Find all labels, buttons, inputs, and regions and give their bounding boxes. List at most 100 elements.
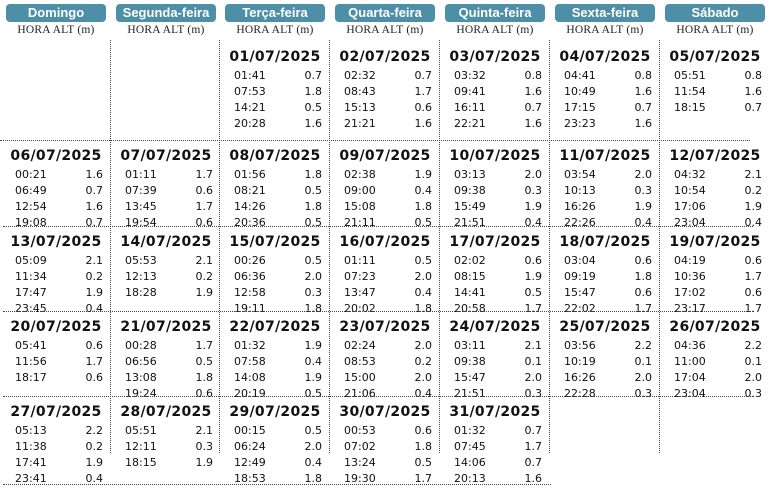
- day-cell: 11/07/2025 03:54 2.0 10:13 0.3 16:26 1.9 22:26 0…: [552, 140, 658, 229]
- tide-time: 12:54: [15, 200, 47, 213]
- tide-height: 1.8: [634, 270, 653, 283]
- tide-entry: 15:08 1.8: [336, 199, 434, 215]
- tide-entry: 16:11 0.7: [446, 100, 544, 116]
- tide-entry: 11:38 0.2: [7, 439, 105, 455]
- tide-entry: 20:13 1.6: [446, 471, 544, 487]
- tide-height: 1.6: [85, 200, 104, 213]
- weekday-column-header: Quinta-feira HORA ALT (m): [442, 0, 548, 36]
- tide-height: 0.3: [304, 286, 323, 299]
- tide-height: 0.5: [304, 184, 323, 197]
- tide-entry: 03:54 2.0: [556, 167, 654, 183]
- tide-entry: 10:13 0.3: [556, 183, 654, 199]
- tide-height: 0.2: [85, 440, 104, 453]
- tide-time: 07:23: [344, 270, 376, 283]
- tide-time: 21:51: [454, 216, 486, 229]
- tide-entry: 17:02 0.6: [666, 285, 764, 301]
- tide-entry: 14:26 1.8: [226, 199, 324, 215]
- tide-height: 0.7: [414, 69, 433, 82]
- tide-entry: 05:09 2.1: [7, 253, 105, 269]
- tide-time: 18:17: [15, 371, 47, 384]
- tide-time: 00:15: [234, 424, 266, 437]
- tide-height: 1.8: [304, 472, 323, 485]
- tide-time: 10:19: [564, 355, 596, 368]
- tide-time: 14:06: [454, 456, 486, 469]
- tide-time: 05:09: [15, 254, 47, 267]
- tide-time: 15:47: [564, 286, 596, 299]
- tide-entry: 03:13 2.0: [446, 167, 544, 183]
- column-sublabel: HORA ALT (m): [236, 24, 314, 36]
- tide-height: 0.6: [634, 286, 653, 299]
- tide-entry: 14:21 0.5: [226, 100, 324, 116]
- tide-time: 12:49: [234, 456, 266, 469]
- day-date: 02/07/2025: [339, 49, 431, 65]
- tide-height: 1.7: [524, 440, 543, 453]
- tide-height: 1.9: [744, 200, 763, 213]
- tide-entry: 00:26 0.5: [226, 253, 324, 269]
- tide-height: 1.9: [195, 456, 214, 469]
- tide-time: 02:32: [344, 69, 376, 82]
- tide-entry: 19:30 1.7: [336, 471, 434, 487]
- tide-time: 04:19: [674, 254, 706, 267]
- tide-entry: 13:47 0.4: [336, 285, 434, 301]
- tide-time: 19:30: [344, 472, 376, 485]
- tide-entry: 03:32 0.8: [446, 68, 544, 84]
- tide-entry: 12:11 0.3: [117, 439, 215, 455]
- tide-entry: 14:08 1.9: [226, 370, 324, 386]
- weekday-column-header: Quarta-feira HORA ALT (m): [332, 0, 438, 36]
- tide-height: 1.6: [524, 472, 543, 485]
- tide-entry: 06:36 2.0: [226, 269, 324, 285]
- tide-height: 2.1: [524, 339, 543, 352]
- tide-entry: 14:06 0.7: [446, 455, 544, 471]
- tide-time: 07:39: [125, 184, 157, 197]
- tide-height: 0.4: [414, 184, 433, 197]
- tide-height: 2.1: [195, 424, 214, 437]
- tide-entry: 19:54 0.6: [117, 215, 215, 231]
- tide-time: 12:13: [125, 270, 157, 283]
- day-date: 16/07/2025: [339, 234, 431, 250]
- tide-height: 0.3: [195, 440, 214, 453]
- tide-entry: 19:08 0.7: [7, 215, 105, 231]
- tide-height: 0.1: [634, 355, 653, 368]
- day-date: 12/07/2025: [669, 148, 761, 164]
- tide-height: 0.6: [524, 254, 543, 267]
- tide-height: 0.3: [744, 387, 763, 400]
- tide-entry: 22:21 1.6: [446, 116, 544, 132]
- day-date: 20/07/2025: [10, 319, 102, 335]
- tide-entry: 03:04 0.6: [556, 253, 654, 269]
- tide-entry: 20:28 1.6: [226, 116, 324, 132]
- day-date: 05/07/2025: [669, 49, 761, 65]
- tide-entry: 17:06 1.9: [666, 199, 764, 215]
- tide-height: 1.6: [634, 85, 653, 98]
- day-cell: 20/07/2025 05:41 0.6 11:56 1.7 18:17 0.6: [3, 311, 109, 395]
- day-date: 24/07/2025: [449, 319, 541, 335]
- tide-height: 2.0: [414, 270, 433, 283]
- tide-height: 0.3: [634, 184, 653, 197]
- day-cell: 25/07/2025 03:56 2.2 10:19 0.1 16:26 2.0 22:28 0…: [552, 311, 658, 400]
- tide-time: 05:53: [125, 254, 157, 267]
- tide-time: 02:02: [454, 254, 486, 267]
- tide-height: 1.8: [414, 440, 433, 453]
- tide-time: 17:04: [674, 371, 706, 384]
- tide-time: 04:32: [674, 168, 706, 181]
- tide-time: 04:41: [564, 69, 596, 82]
- tide-height: 0.2: [744, 184, 763, 197]
- tide-time: 15:49: [454, 200, 486, 213]
- tide-height: 0.4: [304, 355, 323, 368]
- weekday-label: Domingo: [6, 4, 106, 22]
- tide-height: 2.0: [414, 339, 433, 352]
- tide-entry: 21:51 0.4: [446, 215, 544, 231]
- tide-height: 0.3: [634, 387, 653, 400]
- tide-entry: 05:51 2.1: [117, 423, 215, 439]
- tide-height: 1.6: [524, 85, 543, 98]
- tide-time: 08:43: [344, 85, 376, 98]
- tide-time: 13:47: [344, 286, 376, 299]
- tide-entry: 18:53 1.8: [226, 471, 324, 487]
- tide-height: 1.7: [85, 355, 104, 368]
- tide-height: 0.7: [744, 101, 763, 114]
- day-cell: 22/07/2025 01:32 1.9 07:58 0.4 14:08 1.9 20:19 0…: [222, 311, 328, 400]
- tide-height: 0.1: [744, 355, 763, 368]
- tide-entry: 18:15 1.9: [117, 455, 215, 471]
- day-cell: 15/07/2025 00:26 0.5 06:36 2.0 12:58 0.3 19:11 1…: [222, 226, 328, 315]
- tide-time: 21:21: [344, 117, 376, 130]
- column-sublabel: HORA ALT (m): [566, 24, 644, 36]
